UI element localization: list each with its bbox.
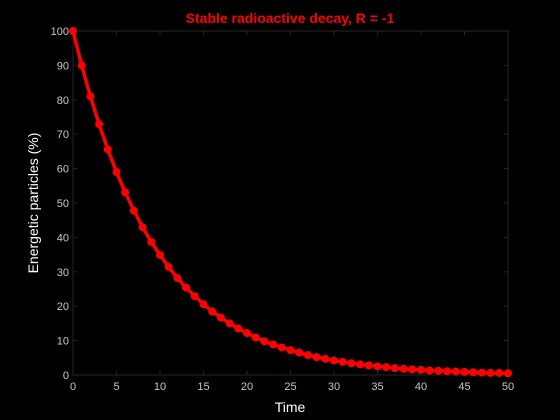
x-axis-label: Time	[275, 399, 306, 415]
data-point	[164, 262, 173, 271]
data-point	[312, 353, 321, 362]
data-point	[69, 27, 77, 35]
data-point	[225, 319, 234, 328]
y-tick-label: 80	[57, 95, 69, 107]
data-point	[156, 250, 164, 259]
data-point	[216, 313, 225, 322]
data-point	[173, 273, 182, 282]
data-point	[121, 188, 130, 197]
x-tick-label: 25	[284, 381, 296, 393]
x-tick-label: 5	[113, 381, 119, 393]
y-tick-label: 10	[57, 336, 69, 348]
data-point	[390, 364, 399, 373]
y-tick-label: 90	[57, 60, 69, 72]
data-point	[234, 324, 243, 333]
data-point	[364, 361, 373, 370]
y-tick-label: 0	[63, 370, 69, 382]
data-point	[251, 333, 260, 342]
data-point	[321, 354, 330, 363]
data-point	[277, 343, 286, 352]
data-point	[417, 365, 425, 374]
x-tick-label: 40	[415, 381, 427, 393]
data-point	[112, 168, 121, 177]
y-tick-label: 50	[57, 198, 69, 210]
data-point	[399, 364, 408, 373]
data-point	[338, 357, 347, 366]
y-axis-ticks: 0 10 20 30 40 50 60 70 80 90 100	[51, 26, 508, 382]
data-point	[260, 337, 269, 346]
y-tick-label: 60	[57, 164, 69, 176]
y-tick-label: 100	[51, 26, 69, 38]
data-point	[208, 307, 217, 316]
data-point	[129, 206, 138, 215]
data-point	[495, 368, 504, 377]
data-point	[469, 368, 478, 377]
data-point	[408, 365, 417, 374]
y-tick-label: 70	[57, 129, 69, 141]
data-point	[460, 367, 469, 376]
x-tick-label: 10	[154, 381, 166, 393]
x-tick-label: 20	[241, 381, 253, 393]
data-point	[199, 300, 208, 309]
data-point	[243, 329, 251, 338]
data-point	[356, 360, 365, 369]
data-point	[95, 120, 104, 129]
data-point	[77, 61, 86, 70]
data-point	[86, 92, 95, 101]
data-point	[434, 366, 443, 375]
y-tick-label: 40	[57, 232, 69, 244]
data-point	[103, 145, 112, 154]
data-point	[182, 283, 191, 292]
x-axis-ticks: 0 5 10 15 20 25 30 35 40 45 50	[70, 31, 514, 393]
data-point	[147, 237, 156, 246]
x-tick-label: 50	[502, 381, 514, 393]
data-point	[269, 340, 278, 349]
data-point	[504, 369, 512, 378]
data-point	[286, 346, 295, 355]
series-layer	[69, 27, 512, 378]
data-point	[190, 292, 199, 301]
x-tick-label: 0	[70, 381, 76, 393]
x-tick-label: 30	[328, 381, 340, 393]
data-point	[486, 368, 495, 377]
data-point	[443, 367, 452, 376]
data-point	[477, 368, 486, 377]
x-tick-label: 35	[371, 381, 383, 393]
data-point	[373, 362, 382, 371]
data-point	[425, 366, 434, 375]
data-point	[382, 363, 391, 372]
data-point	[330, 356, 338, 365]
data-point	[295, 348, 304, 357]
chart-title: Stable radioactive decay, R = -1	[186, 10, 395, 26]
x-tick-label: 45	[458, 381, 470, 393]
x-tick-label: 15	[197, 381, 209, 393]
data-point	[451, 367, 460, 376]
y-axis-label: Energetic particles (%)	[25, 133, 41, 274]
data-point	[138, 223, 147, 232]
data-point	[303, 351, 312, 360]
data-point	[347, 359, 356, 368]
y-tick-label: 30	[57, 267, 69, 279]
y-tick-label: 20	[57, 301, 69, 313]
